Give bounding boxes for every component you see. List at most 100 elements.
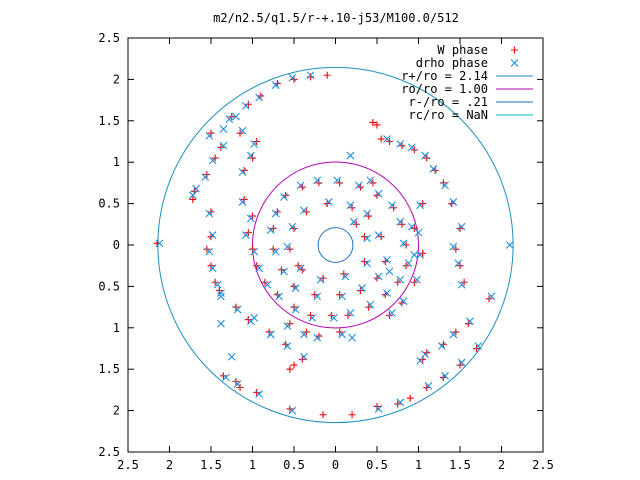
data-point [266,226,275,234]
y-tick-label: 2.5 [98,445,120,459]
data-point [265,328,273,336]
data-point [238,168,247,177]
data-point [201,173,210,181]
data-point [441,371,449,380]
data-point [232,303,240,311]
data-point [388,309,396,317]
y-tick-label: 2 [113,404,120,418]
data-point [271,209,280,218]
data-point [429,164,438,173]
data-point [296,264,305,273]
data-point [290,361,298,369]
data-point [315,179,323,187]
data-point [238,198,247,206]
data-point [340,270,348,278]
data-point [421,350,430,359]
y-tick-label: 0.5 [98,279,120,293]
data-point [414,228,423,237]
data-points [153,71,514,419]
data-point [217,319,225,328]
data-point [449,330,458,339]
reference-circle [252,161,419,329]
data-point [238,126,247,135]
data-point [394,400,402,408]
data-point [208,156,217,165]
data-point [456,361,464,369]
x-tick-label: 0 [332,458,339,472]
data-point [219,372,227,380]
y-tick-label: 1 [113,155,120,169]
data-point [189,195,197,203]
data-point [219,141,228,150]
data-point [437,342,446,350]
data-point [296,181,305,190]
data-point [286,365,294,373]
data-point [457,358,466,367]
data-point [215,287,223,295]
data-point [419,249,427,257]
data-point [416,201,425,210]
data-point [407,222,416,231]
data-point [244,316,252,324]
data-point [396,140,405,148]
data-point [354,181,363,190]
data-point [363,259,371,268]
legend-label: W phase [437,43,488,57]
data-point [410,251,419,259]
reference-circle [317,227,354,263]
data-point [454,259,463,268]
data-point [240,195,248,203]
data-point [288,73,297,82]
data-point [396,217,405,226]
data-point [464,320,472,328]
data-point [361,233,369,241]
data-point [383,135,391,143]
data-point [396,398,405,407]
data-point [205,209,214,218]
legend-label: r+/ro = 2.14 [401,69,488,83]
data-point [288,222,297,231]
data-point [338,292,347,301]
data-point [244,100,252,108]
data-point [341,272,350,281]
data-point [346,201,355,210]
data-point [298,355,306,363]
data-point [348,204,356,212]
data-point [263,280,272,289]
data-point [222,373,230,382]
data-point [319,411,327,419]
data-point [348,411,356,419]
y-tick-label: 2 [113,72,120,86]
x-tick-label: 2 [498,458,505,472]
data-point [346,151,355,160]
data-point [155,239,164,248]
data-point [439,179,447,187]
data-point [336,291,344,299]
y-tick-label: 0 [113,238,120,252]
data-point [227,352,236,361]
data-point [217,289,225,297]
data-point [283,242,292,251]
data-point [366,176,375,185]
legend-label: drho phase [416,56,488,70]
axes: 2.5 2 1.5 1 0.5 0 0.5 1 1.5 2 2.52.521.510.500.511… [98,31,554,472]
data-point [288,406,297,415]
data-point [399,297,408,306]
data-point [217,292,225,301]
data-point [457,222,466,231]
data-point [302,208,310,216]
data-point [271,81,280,90]
data-point [374,231,383,239]
data-point [246,151,255,160]
data-point [385,267,394,276]
data-point [225,115,234,124]
data-point [473,345,481,352]
data-point [390,204,398,212]
data-point [416,357,425,365]
x-tick-label: 2.5 [117,458,139,472]
data-point [373,121,381,129]
data-point [348,333,356,342]
data-point [324,198,333,206]
